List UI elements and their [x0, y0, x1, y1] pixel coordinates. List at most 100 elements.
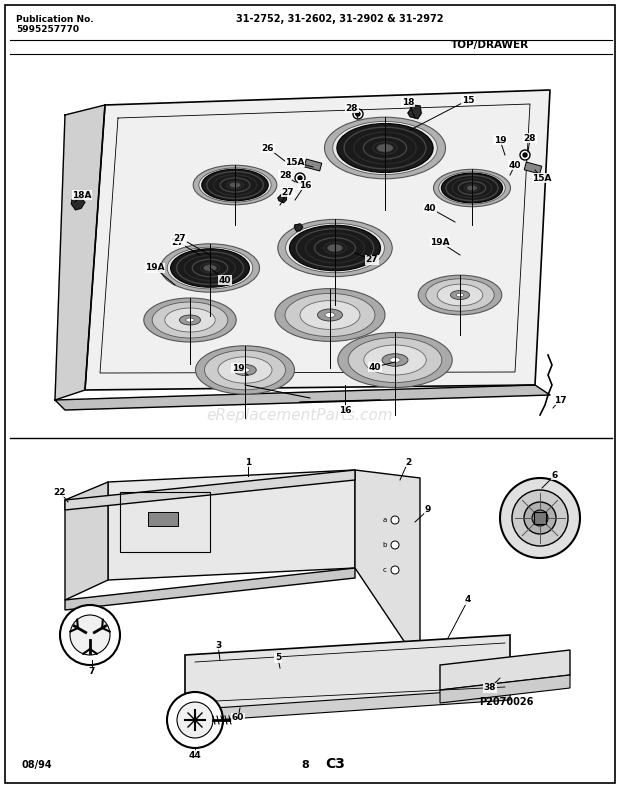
Text: 40: 40 [423, 203, 436, 213]
Polygon shape [278, 194, 286, 203]
Ellipse shape [377, 143, 393, 152]
Ellipse shape [382, 354, 408, 366]
Ellipse shape [390, 358, 400, 362]
Ellipse shape [456, 293, 464, 297]
Text: 27: 27 [172, 237, 184, 247]
Text: 17: 17 [554, 396, 566, 404]
Text: P2070026: P2070026 [479, 697, 533, 707]
Text: c: c [383, 567, 387, 573]
Circle shape [60, 605, 120, 665]
Ellipse shape [202, 169, 268, 201]
Text: 5: 5 [275, 653, 281, 663]
Ellipse shape [278, 219, 392, 277]
Ellipse shape [195, 346, 294, 394]
Ellipse shape [205, 266, 215, 270]
Circle shape [295, 173, 305, 183]
Circle shape [391, 516, 399, 524]
Text: 19A: 19A [145, 263, 165, 273]
Ellipse shape [327, 244, 343, 252]
Ellipse shape [451, 291, 469, 299]
Text: 9: 9 [425, 505, 431, 515]
Ellipse shape [333, 121, 437, 175]
Polygon shape [108, 470, 355, 580]
Bar [120, 492, 210, 552]
Text: 15A: 15A [532, 173, 552, 183]
Ellipse shape [231, 183, 239, 187]
Text: 4: 4 [465, 596, 471, 604]
Polygon shape [55, 105, 105, 400]
Ellipse shape [161, 243, 260, 292]
Ellipse shape [290, 225, 381, 271]
Ellipse shape [170, 249, 249, 288]
Ellipse shape [193, 165, 277, 205]
Polygon shape [185, 635, 510, 710]
Ellipse shape [338, 333, 452, 388]
Ellipse shape [152, 302, 228, 338]
Ellipse shape [186, 318, 194, 322]
Circle shape [353, 109, 363, 119]
Text: 2: 2 [405, 458, 411, 466]
Polygon shape [294, 224, 303, 231]
Ellipse shape [330, 245, 340, 251]
Text: TOP/DRAWER: TOP/DRAWER [451, 40, 529, 50]
Ellipse shape [317, 309, 342, 321]
Circle shape [391, 541, 399, 549]
Ellipse shape [469, 186, 476, 190]
Text: 27: 27 [174, 233, 187, 243]
Ellipse shape [439, 172, 505, 204]
Text: 8: 8 [301, 760, 309, 770]
Text: 26: 26 [262, 143, 274, 153]
Circle shape [356, 112, 360, 116]
Ellipse shape [199, 168, 271, 202]
Polygon shape [440, 650, 570, 690]
Ellipse shape [200, 263, 220, 273]
Ellipse shape [203, 265, 217, 271]
Text: Publication No.: Publication No. [16, 15, 94, 24]
Text: 27: 27 [281, 188, 294, 196]
Ellipse shape [323, 242, 347, 254]
Ellipse shape [426, 279, 494, 311]
Text: b: b [383, 542, 387, 548]
Text: 60: 60 [232, 713, 244, 723]
Ellipse shape [467, 185, 477, 191]
Circle shape [500, 478, 580, 558]
Circle shape [520, 150, 530, 160]
Polygon shape [65, 568, 355, 610]
Ellipse shape [379, 145, 391, 151]
Circle shape [298, 176, 302, 180]
Ellipse shape [205, 350, 285, 390]
Ellipse shape [275, 288, 385, 341]
Text: 19: 19 [494, 136, 507, 144]
Text: 28: 28 [279, 170, 291, 180]
Ellipse shape [180, 315, 200, 325]
Polygon shape [408, 105, 421, 119]
Ellipse shape [229, 182, 241, 188]
Ellipse shape [234, 365, 256, 376]
Polygon shape [55, 385, 550, 410]
Polygon shape [185, 688, 510, 722]
Ellipse shape [433, 169, 510, 206]
Text: 18: 18 [402, 98, 414, 106]
Circle shape [70, 615, 110, 655]
Text: 38: 38 [484, 683, 496, 693]
Ellipse shape [324, 117, 446, 179]
Ellipse shape [167, 247, 253, 289]
Text: 6: 6 [552, 470, 558, 480]
Text: 16: 16 [339, 406, 352, 414]
Circle shape [391, 566, 399, 574]
Text: 22: 22 [54, 488, 66, 496]
Ellipse shape [144, 298, 236, 342]
Ellipse shape [348, 337, 442, 382]
Text: 18A: 18A [73, 191, 92, 199]
Ellipse shape [165, 308, 215, 332]
Text: C3: C3 [325, 757, 345, 771]
Ellipse shape [325, 313, 335, 318]
Polygon shape [65, 482, 108, 600]
Text: 08/94: 08/94 [22, 760, 53, 770]
Text: 15A: 15A [285, 158, 305, 166]
Ellipse shape [441, 173, 503, 203]
Text: 27: 27 [366, 255, 378, 265]
Circle shape [177, 702, 213, 738]
Text: 44: 44 [188, 750, 202, 760]
Polygon shape [440, 675, 570, 703]
